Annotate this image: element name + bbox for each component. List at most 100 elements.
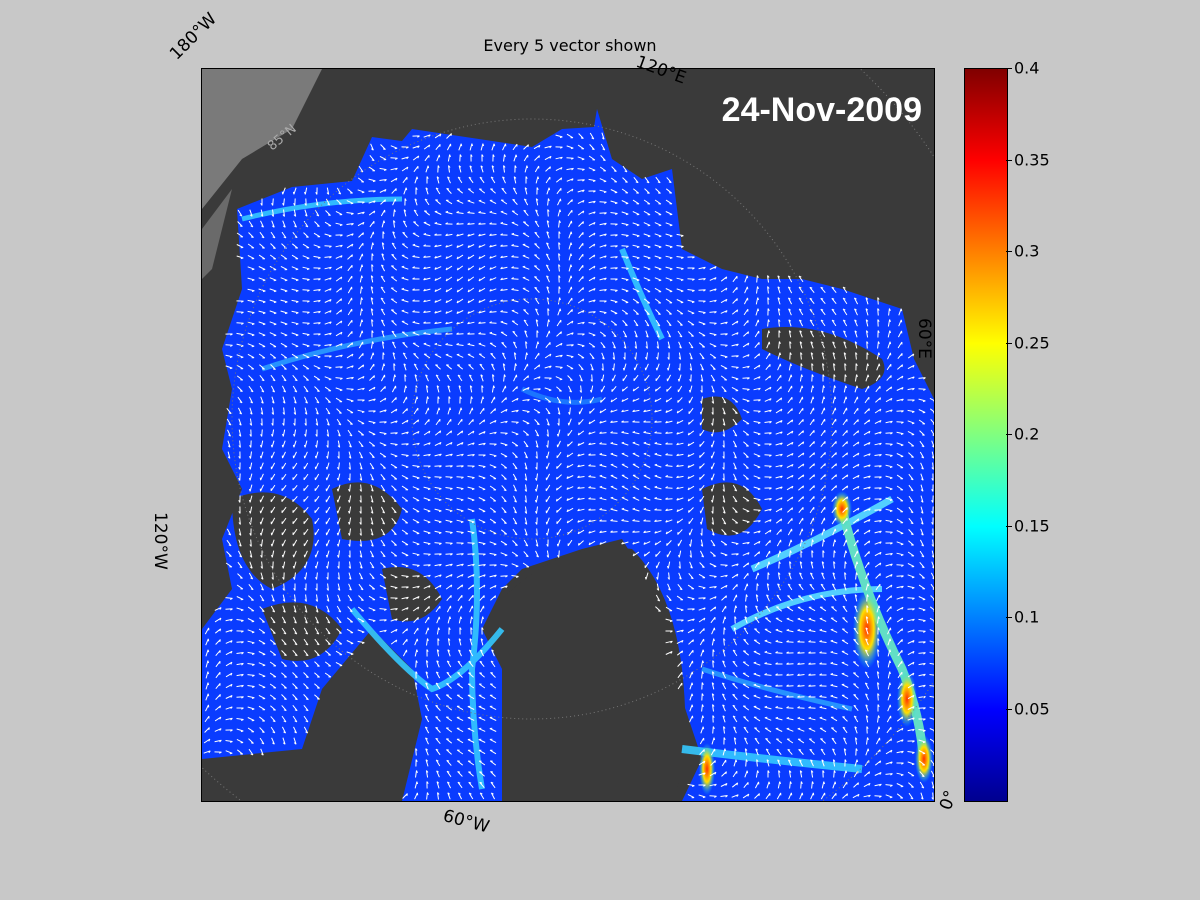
- drift-vector: [721, 671, 727, 679]
- drift-vector: [600, 374, 605, 382]
- drift-vector: [347, 254, 353, 260]
- drift-vector: [415, 660, 418, 668]
- drift-vector: [676, 464, 684, 467]
- drift-vector: [711, 638, 715, 646]
- drift-vector: [797, 640, 805, 643]
- drift-vector: [621, 256, 629, 259]
- colorbar-tick: [1006, 342, 1012, 344]
- drift-vector: [412, 465, 420, 468]
- graticule: [202, 69, 934, 801]
- drift-vector: [918, 607, 926, 612]
- drift-vector: [885, 531, 893, 534]
- drift-vector: [643, 244, 651, 249]
- drift-vector: [412, 299, 420, 302]
- drift-vector: [249, 561, 253, 569]
- drift-vector: [478, 431, 486, 435]
- drift-vector: [259, 243, 265, 249]
- drift-vector: [588, 288, 596, 292]
- drift-vector: [326, 583, 329, 591]
- drift-vector: [700, 649, 705, 657]
- drift-vector: [291, 321, 299, 326]
- drift-vector: [445, 563, 453, 567]
- drift-vector: [599, 266, 607, 270]
- drift-vector: [489, 277, 497, 281]
- drift-vector: [599, 408, 607, 414]
- drift-vector: [546, 187, 551, 195]
- drift-vector: [524, 462, 528, 470]
- drift-vector: [468, 649, 474, 657]
- drift-vector: [634, 341, 637, 349]
- drift-vector: [535, 528, 538, 536]
- drift-vector: [810, 385, 815, 393]
- drift-vector: [599, 519, 607, 522]
- drift-vector: [304, 594, 307, 602]
- drift-vector: [314, 506, 320, 514]
- drift-vector: [401, 586, 409, 589]
- lon-120w-label: 120°W: [150, 512, 170, 570]
- drift-vector: [456, 254, 464, 260]
- drift-vector: [545, 264, 551, 272]
- drift-vector: [678, 561, 681, 569]
- drift-vector: [621, 267, 629, 270]
- drift-vector: [523, 309, 529, 315]
- drift-vector: [874, 487, 882, 490]
- map-panel[interactable]: 85°N 24-Nov-2009: [201, 68, 935, 802]
- drift-vector: [712, 726, 715, 734]
- drift-vector: [666, 330, 672, 338]
- drift-vector: [907, 387, 915, 391]
- drift-vector: [546, 275, 550, 283]
- drift-vector: [434, 276, 442, 282]
- drift-vector: [610, 431, 618, 434]
- drift-vector: [522, 221, 530, 227]
- drift-vector: [423, 530, 431, 535]
- drift-vector: [643, 530, 651, 534]
- drift-vector: [270, 726, 276, 734]
- drift-vector: [226, 539, 232, 547]
- drift-vector: [701, 671, 704, 679]
- drift-vector: [821, 517, 826, 525]
- drift-vector: [898, 319, 903, 327]
- drift-vector: [621, 222, 629, 226]
- drift-vector: [501, 485, 507, 492]
- drift-vector: [897, 352, 903, 360]
- drift-vector: [877, 627, 880, 635]
- drift-vector: [412, 288, 420, 291]
- drift-vector: [632, 420, 640, 423]
- drift-vector: [742, 661, 750, 667]
- drift-vector: [478, 519, 486, 524]
- drift-vector: [877, 649, 880, 657]
- drift-vector: [325, 397, 331, 403]
- drift-vector: [819, 651, 827, 654]
- drift-vector: [566, 133, 574, 139]
- drift-vector: [788, 539, 793, 547]
- drift-vector: [258, 684, 266, 689]
- drift-vector: [546, 231, 550, 239]
- drift-vector: [379, 155, 387, 161]
- drift-vector: [368, 178, 376, 183]
- drift-vector: [688, 517, 694, 525]
- drift-vector: [500, 442, 508, 447]
- drift-vector: [435, 187, 441, 195]
- drift-vector: [654, 420, 662, 423]
- drift-vector: [644, 319, 650, 327]
- drift-vector: [556, 451, 562, 459]
- drift-vector: [478, 760, 486, 766]
- drift-vector: [479, 672, 485, 678]
- drift-vector: [501, 518, 507, 524]
- drift-vector: [456, 476, 464, 479]
- drift-vector: [478, 310, 486, 314]
- drift-vector: [929, 640, 934, 645]
- drift-vector: [588, 221, 596, 227]
- drift-vector: [798, 430, 804, 436]
- drift-vector: [302, 322, 310, 325]
- drift-vector: [346, 408, 354, 414]
- drift-vector: [324, 365, 332, 369]
- drift-vector: [456, 553, 464, 556]
- drift-vector: [918, 630, 926, 633]
- drift-vector: [281, 517, 287, 525]
- drift-vector: [656, 572, 659, 580]
- drift-vector: [820, 738, 826, 744]
- drift-vector: [511, 266, 519, 269]
- drift-vector: [469, 385, 473, 393]
- drift-vector: [777, 297, 781, 305]
